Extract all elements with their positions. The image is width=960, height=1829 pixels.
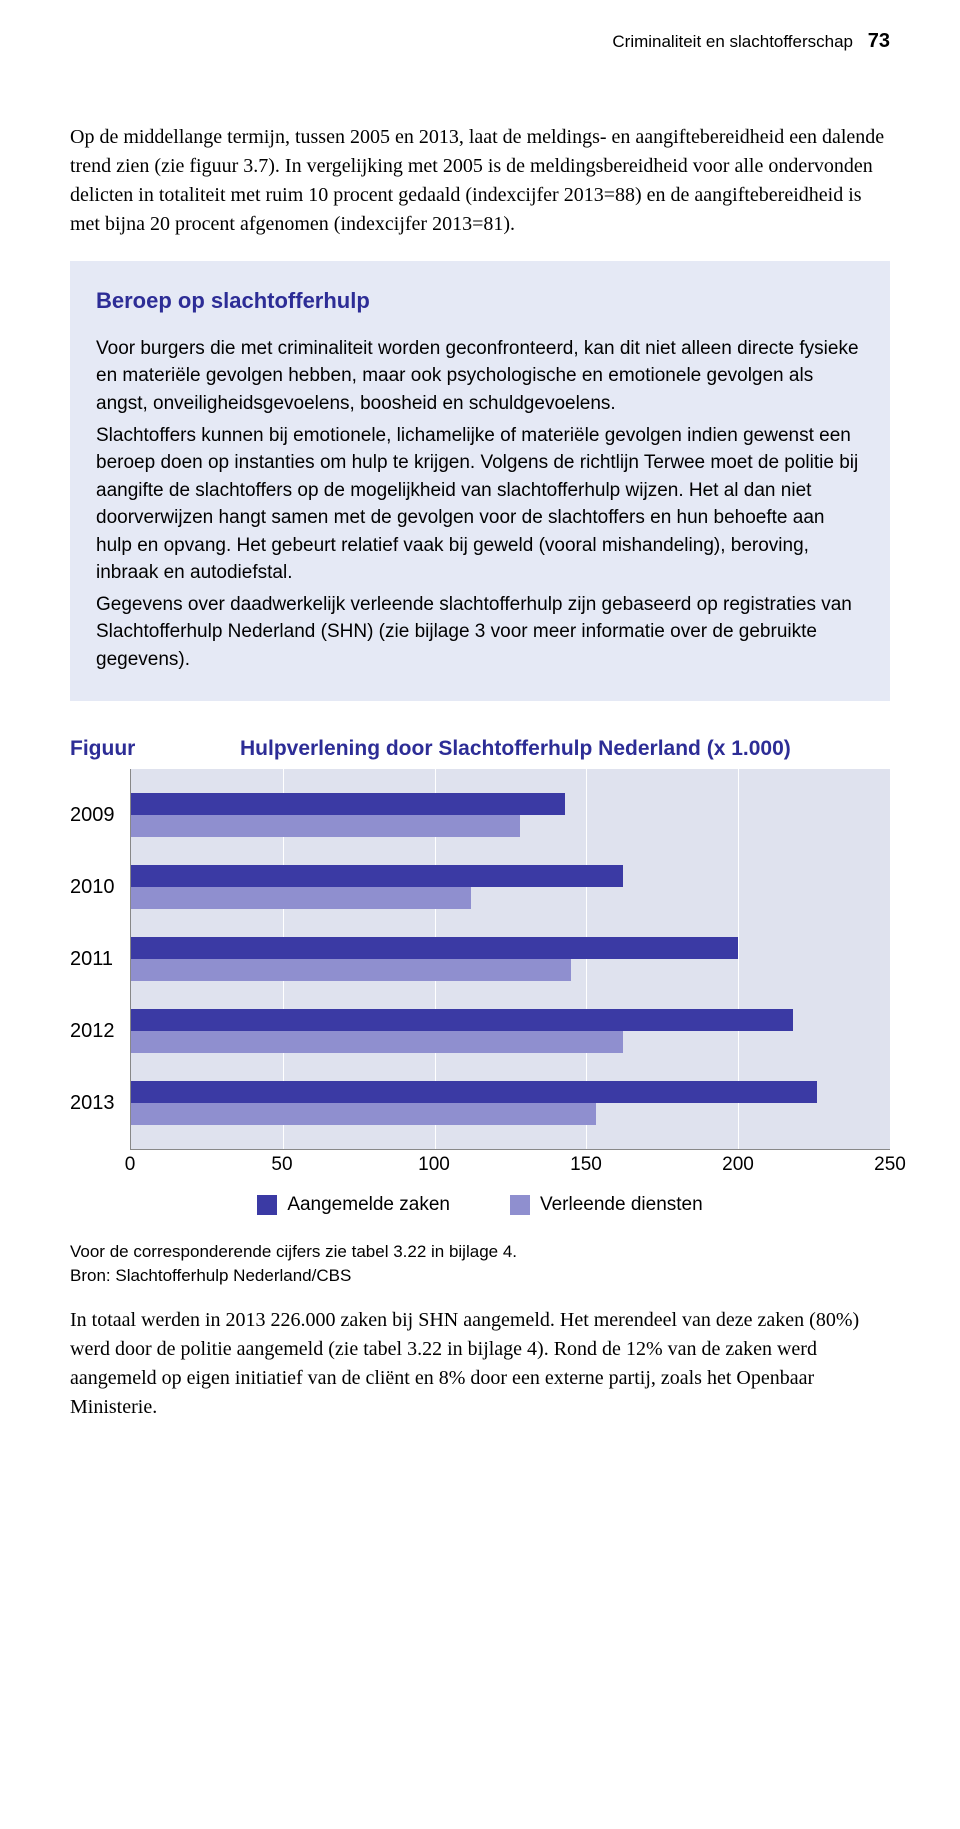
chart-x-tick: 50 <box>271 1154 292 1176</box>
legend-item: Verleende diensten <box>510 1194 703 1216</box>
closing-paragraph: In totaal werden in 2013 226.000 zaken b… <box>70 1306 890 1422</box>
chart-plot-area <box>130 769 890 1150</box>
chart-y-label: 2013 <box>70 1067 130 1139</box>
chart-bar-group <box>131 851 890 923</box>
running-header: Criminaliteit en slachtofferschap 73 <box>70 30 890 53</box>
chart-x-tick: 100 <box>418 1154 450 1176</box>
info-box: Beroep op slachtofferhulp Voor burgers d… <box>70 261 890 701</box>
chart-y-label: 2012 <box>70 995 130 1067</box>
caption-line1: Voor de corresponderende cijfers zie tab… <box>70 1240 890 1264</box>
chart-bar <box>131 1009 793 1031</box>
chart-bar <box>131 887 471 909</box>
chart-y-label: 2011 <box>70 923 130 995</box>
chart-bar-group <box>131 779 890 851</box>
legend-swatch <box>510 1195 530 1215</box>
chart-bar <box>131 815 520 837</box>
chart-bar-group <box>131 923 890 995</box>
info-box-p1: Voor burgers die met criminaliteit worde… <box>96 335 864 418</box>
chart-y-label: 2009 <box>70 779 130 851</box>
bar-chart: 20092010201120122013 050100150200250 Aan… <box>70 769 890 1216</box>
chart-bar <box>131 1031 623 1053</box>
chart-gridline <box>890 769 891 1149</box>
chapter-title: Criminaliteit en slachtofferschap <box>612 32 853 51</box>
legend-swatch <box>257 1195 277 1215</box>
chart-caption: Voor de corresponderende cijfers zie tab… <box>70 1240 890 1288</box>
chart-y-label: 2010 <box>70 851 130 923</box>
chart-x-tick: 200 <box>722 1154 754 1176</box>
page-number: 73 <box>868 30 890 53</box>
info-box-title: Beroep op slachtofferhulp <box>96 285 864 317</box>
page-container: Criminaliteit en slachtofferschap 73 Op … <box>0 0 960 1504</box>
legend-item: Aangemelde zaken <box>257 1194 450 1216</box>
chart-legend: Aangemelde zaken Verleende diensten <box>70 1194 890 1216</box>
chart-x-axis: 050100150200250 <box>130 1154 890 1176</box>
legend-label: Aangemelde zaken <box>287 1194 450 1216</box>
info-box-p3: Gegevens over daadwerkelijk verleende sl… <box>96 591 864 674</box>
chart-bar <box>131 937 738 959</box>
chart-bar <box>131 865 623 887</box>
intro-paragraph: Op de middellange termijn, tussen 2005 e… <box>70 123 890 239</box>
figure-header: Figuur Hulpverlening door Slachtofferhul… <box>70 737 890 761</box>
chart-y-labels: 20092010201120122013 <box>70 769 130 1150</box>
caption-line2: Bron: Slachtofferhulp Nederland/CBS <box>70 1264 890 1288</box>
chart-bar <box>131 1081 817 1103</box>
chart-bars <box>131 769 890 1149</box>
chart-bar <box>131 793 565 815</box>
chart-x-tick: 0 <box>125 1154 136 1176</box>
chart-bar <box>131 959 571 981</box>
chart-bar <box>131 1103 596 1125</box>
figure-label: Figuur <box>70 737 240 761</box>
legend-label: Verleende diensten <box>540 1194 703 1216</box>
chart-bar-group <box>131 1067 890 1139</box>
chart-x-tick: 150 <box>570 1154 602 1176</box>
figure-title: Hulpverlening door Slachtofferhulp Neder… <box>240 737 791 761</box>
chart-bar-group <box>131 995 890 1067</box>
info-box-p2: Slachtoffers kunnen bij emotionele, lich… <box>96 422 864 587</box>
chart-x-tick: 250 <box>874 1154 906 1176</box>
